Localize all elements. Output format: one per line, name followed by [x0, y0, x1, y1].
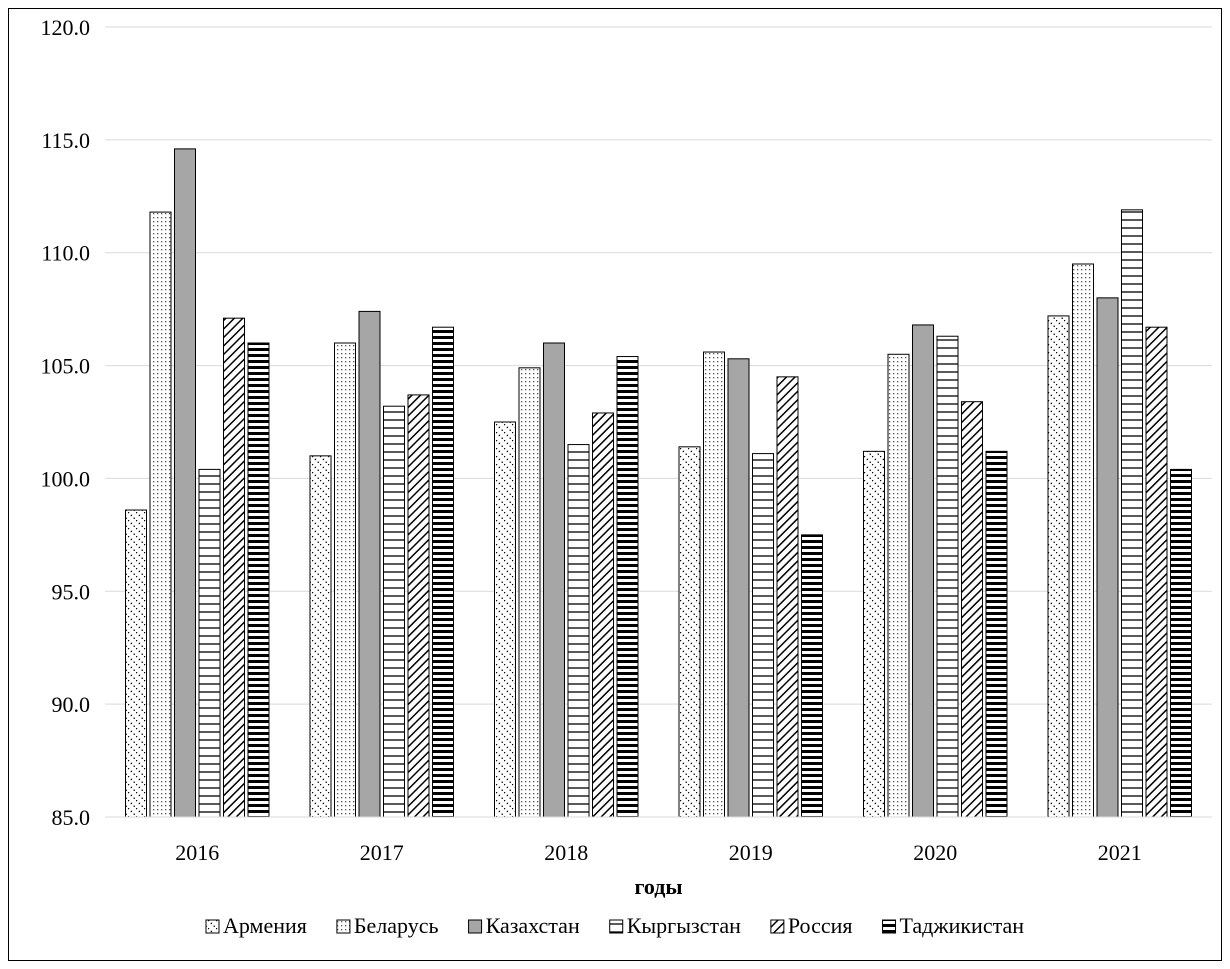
x-axis-title: годы — [634, 874, 682, 899]
y-tick-label: 115.0 — [41, 128, 90, 153]
bar-Таджикистан-2019 — [801, 534, 823, 818]
bar-Армения-2019 — [678, 446, 701, 818]
legend-item-Казахстан: Казахстан — [468, 913, 580, 938]
bar-Армения-2020 — [863, 450, 885, 818]
bar-Россия-2016 — [223, 317, 245, 818]
legend-swatch — [336, 919, 351, 934]
bar-Россия-2018 — [592, 412, 614, 818]
bar-Россия-2020 — [961, 401, 983, 818]
y-tick-label: 100.0 — [41, 466, 91, 491]
bar-Кыргызстан-2019 — [752, 453, 774, 818]
legend-label: Беларусь — [354, 913, 439, 938]
bar-Казахстан-2018 — [543, 342, 565, 818]
y-tick-label: 90.0 — [52, 692, 91, 717]
x-tick-label: 2020 — [913, 840, 957, 865]
legend-swatch — [609, 919, 624, 934]
bar-Казахстан-2017 — [358, 310, 381, 818]
x-tick-label: 2016 — [175, 840, 219, 865]
y-tick-label: 95.0 — [52, 579, 91, 604]
bar-Россия-2017 — [407, 394, 430, 818]
bar-Казахстан-2016 — [174, 148, 196, 818]
bar-Казахстан-2019 — [727, 358, 750, 818]
y-tick-label: 120.0 — [41, 15, 91, 40]
bars — [125, 148, 1192, 818]
bar-Беларусь-2021 — [1072, 263, 1094, 818]
bar-Беларусь-2017 — [334, 342, 356, 818]
bar-Таджикистан-2020 — [985, 450, 1008, 818]
bar-Армения-2018 — [494, 421, 516, 818]
legend-item-Беларусь: Беларусь — [336, 913, 439, 938]
bar-Кыргызстан-2018 — [567, 444, 590, 818]
x-tick-label: 2018 — [544, 840, 588, 865]
bar-Россия-2021 — [1145, 326, 1168, 818]
y-tick-label: 105.0 — [41, 354, 91, 379]
y-axis-ticks: 85.0 90.0 95.0 100.0 105.0 110.0 115.0 120.0 — [41, 15, 91, 830]
bar-Армения-2021 — [1047, 315, 1070, 818]
legend-item-Кыргызстан: Кыргызстан — [609, 913, 741, 938]
y-tick-label: 85.0 — [52, 805, 91, 830]
x-axis-ticks: 2016 2017 2018 2019 2020 2021 — [175, 840, 1142, 865]
legend-label: Таджикистан — [900, 913, 1025, 938]
legend-swatch — [205, 919, 220, 934]
legend-swatch — [468, 919, 483, 934]
legend-item-Армения: Армения — [205, 913, 307, 938]
legend-label: Армения — [223, 913, 307, 938]
bar-Кыргызстан-2017 — [383, 405, 405, 818]
legend-label: Казахстан — [486, 913, 580, 938]
legend-item-Россия: Россия — [770, 913, 853, 938]
bar-Армения-2017 — [309, 455, 332, 818]
x-tick-label: 2019 — [729, 840, 773, 865]
legend-label: Кыргызстан — [627, 913, 741, 938]
legend-swatch — [770, 919, 785, 934]
x-tick-label: 2021 — [1098, 840, 1142, 865]
bar-Казахстан-2021 — [1096, 297, 1119, 818]
bar-Беларусь-2019 — [703, 351, 725, 818]
legend-label: Россия — [788, 913, 853, 938]
bar-Беларусь-2018 — [518, 367, 541, 818]
bar-Таджикистан-2018 — [616, 356, 639, 818]
bar-Таджикистан-2017 — [432, 326, 454, 818]
bar-Таджикистан-2021 — [1170, 468, 1192, 818]
bar-Беларусь-2016 — [149, 211, 172, 818]
bar-Казахстан-2020 — [912, 324, 934, 818]
legend: Армения Беларусь Казахстан Кыргызстан Россия… — [205, 913, 1025, 938]
legend-swatch — [882, 919, 897, 934]
y-tick-label: 110.0 — [41, 241, 90, 266]
bar-Кыргызстан-2016 — [198, 468, 221, 818]
bar-Беларусь-2020 — [887, 353, 910, 818]
bar-Кыргызстан-2020 — [936, 335, 959, 818]
x-tick-label: 2017 — [360, 840, 404, 865]
bar-Россия-2019 — [776, 376, 799, 818]
bar-Кыргызстан-2021 — [1121, 209, 1143, 818]
bar-Таджикистан-2016 — [247, 342, 270, 818]
bar-Армения-2016 — [125, 509, 147, 818]
grid-lines — [105, 26, 1212, 705]
legend-item-Таджикистан: Таджикистан — [882, 913, 1025, 938]
